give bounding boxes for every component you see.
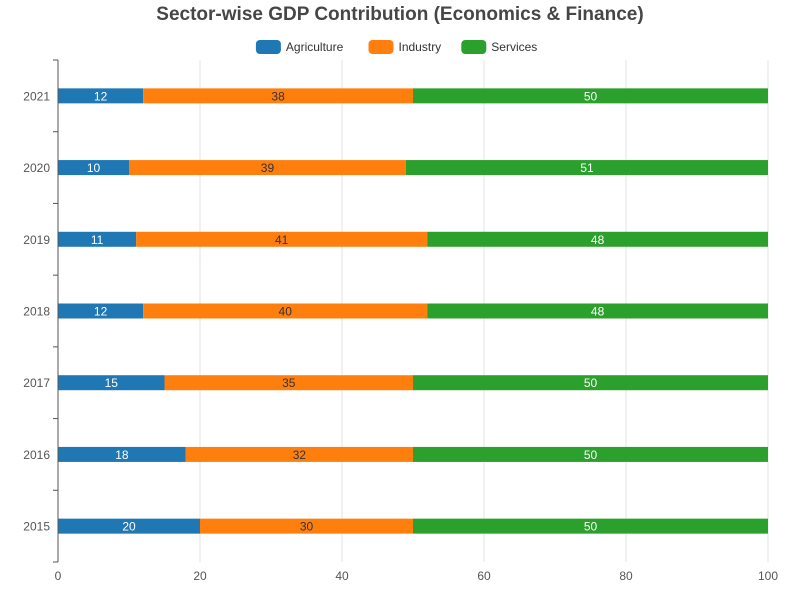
bar-agriculture-2015[interactable] <box>58 518 200 534</box>
bar-industry-2021[interactable] <box>143 88 413 104</box>
bar-services-2016[interactable] <box>413 446 768 462</box>
data-label: 35 <box>282 376 296 390</box>
legend-swatch-services[interactable] <box>461 40 487 54</box>
x-tick-label: 80 <box>619 569 633 583</box>
x-tick-label: 60 <box>477 569 491 583</box>
x-tick-label: 100 <box>758 569 778 583</box>
bar-services-2015[interactable] <box>413 518 768 534</box>
bar-agriculture-2019[interactable] <box>58 231 137 247</box>
data-label: 50 <box>584 89 598 103</box>
bars: 20 30 50 18 32 50 15 35 50 12 40 48 11 41 48 10 39 51 12 38… <box>58 88 768 534</box>
data-label: 15 <box>105 376 119 390</box>
data-label: 50 <box>584 376 598 390</box>
chart-title: Sector-wise GDP Contribution (Economics … <box>156 4 643 25</box>
x-tick-label: 20 <box>193 569 207 583</box>
x-tick-label: 40 <box>335 569 349 583</box>
bar-industry-2018[interactable] <box>143 303 428 319</box>
legend-label-agriculture[interactable]: Agriculture <box>286 40 344 54</box>
y-tick-label: 2020 <box>23 161 50 175</box>
bar-services-2018[interactable] <box>427 303 768 319</box>
data-label: 32 <box>293 448 307 462</box>
bar-services-2019[interactable] <box>427 231 768 247</box>
legend-label-industry[interactable]: Industry <box>399 40 442 54</box>
data-label: 50 <box>584 448 598 462</box>
data-label: 12 <box>94 89 108 103</box>
data-label: 48 <box>591 233 605 247</box>
data-label: 20 <box>122 520 136 534</box>
bar-industry-2016[interactable] <box>185 446 413 462</box>
bar-agriculture-2020[interactable] <box>58 160 129 176</box>
data-label: 38 <box>271 89 285 103</box>
data-label: 50 <box>584 520 598 534</box>
y-tick-label: 2021 <box>23 89 50 103</box>
legend-label-services[interactable]: Services <box>491 40 537 54</box>
x-tick-label: 0 <box>55 569 62 583</box>
y-tick-label: 2017 <box>23 376 50 390</box>
bar-industry-2019[interactable] <box>136 231 428 247</box>
y-tick-label: 2019 <box>23 233 50 247</box>
data-label: 51 <box>580 161 594 175</box>
bar-agriculture-2016[interactable] <box>58 446 186 462</box>
bar-agriculture-2017[interactable] <box>58 375 165 391</box>
data-label: 41 <box>275 233 289 247</box>
data-label: 12 <box>94 305 108 319</box>
y-tick-label: 2015 <box>23 520 50 534</box>
y-tick-label: 2018 <box>23 305 50 319</box>
data-label: 10 <box>87 161 101 175</box>
data-label: 18 <box>115 448 129 462</box>
bar-services-2020[interactable] <box>405 160 768 176</box>
bar-services-2017[interactable] <box>413 375 768 391</box>
bar-agriculture-2018[interactable] <box>58 303 144 319</box>
legend-swatch-agriculture[interactable] <box>255 40 281 54</box>
bar-industry-2020[interactable] <box>129 160 406 176</box>
legend: Agriculture Industry Services <box>255 40 537 54</box>
bar-industry-2017[interactable] <box>164 375 414 391</box>
data-label: 11 <box>91 233 104 247</box>
bar-services-2021[interactable] <box>413 88 768 104</box>
legend-swatch-industry[interactable] <box>368 40 394 54</box>
data-label: 48 <box>591 305 605 319</box>
bar-industry-2015[interactable] <box>200 518 413 534</box>
data-label: 40 <box>279 305 293 319</box>
y-tick-label: 2016 <box>23 448 50 462</box>
data-label: 39 <box>261 161 275 175</box>
data-label: 30 <box>300 520 314 534</box>
bar-agriculture-2021[interactable] <box>58 88 144 104</box>
